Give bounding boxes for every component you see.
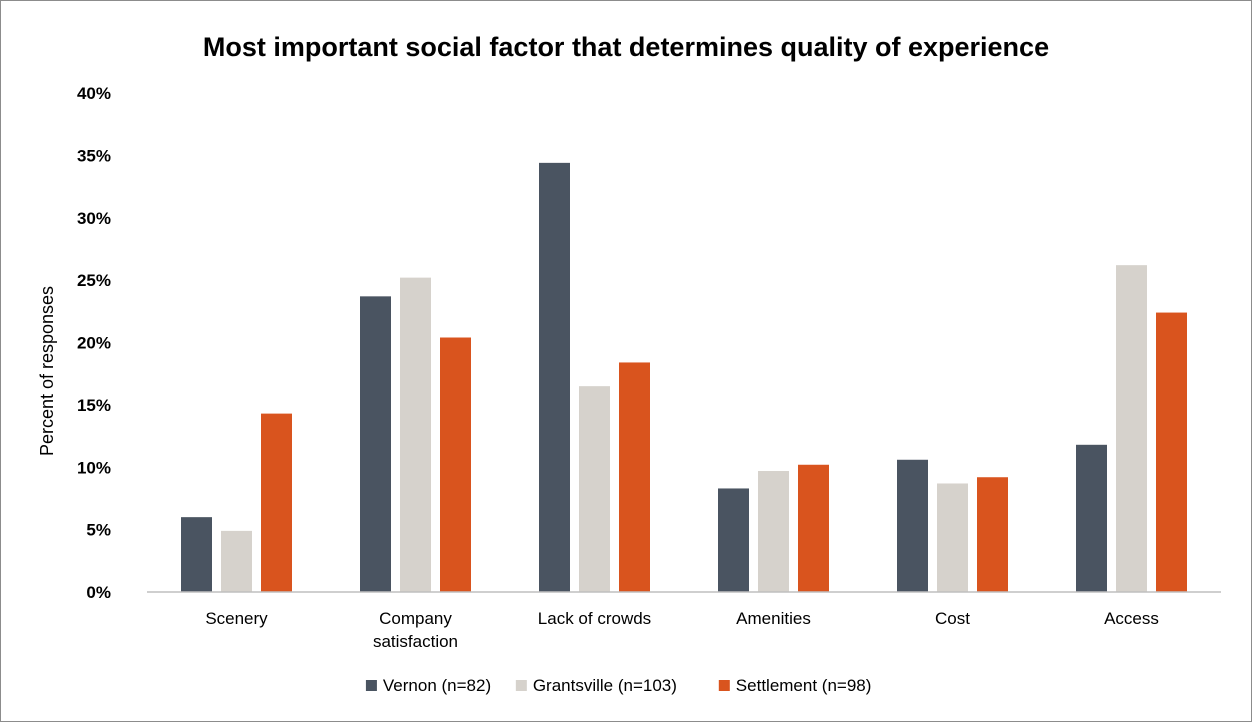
y-tick-label: 40% [77, 84, 111, 103]
bar [1076, 444, 1107, 592]
bar [539, 162, 570, 593]
y-tick-label: 35% [77, 146, 111, 165]
x-tick-label: Access [1104, 609, 1159, 628]
y-tick-label: 30% [77, 209, 111, 228]
y-tick-label: 5% [86, 521, 111, 540]
bar [400, 277, 431, 592]
bar [440, 337, 471, 592]
x-tick-label: Cost [935, 609, 970, 628]
legend-label: Settlement (n=98) [736, 676, 872, 695]
y-tick-label: 0% [86, 583, 111, 602]
y-tick-label: 15% [77, 396, 111, 415]
legend: Vernon (n=82) Grantsville (n=103) Settleme… [365, 676, 872, 695]
y-tick-label: 10% [77, 458, 111, 477]
bar [261, 413, 292, 592]
x-tick-label: Scenery [205, 609, 268, 628]
x-tick-label: Amenities [736, 609, 811, 628]
bar [181, 517, 212, 592]
bar [619, 362, 650, 592]
legend-label: Vernon (n=82) [383, 676, 491, 695]
legend-swatch [365, 680, 377, 691]
legend-swatch [515, 680, 527, 691]
bar [977, 477, 1008, 592]
legend-swatch [718, 680, 730, 691]
x-axis-categories: Scenery Company satisfaction Lack of crowds… [205, 609, 1159, 651]
chart-title: Most important social factor that determ… [203, 32, 1049, 62]
bar [718, 488, 749, 592]
bar [798, 464, 829, 592]
bar [1156, 312, 1187, 592]
x-tick-label: Lack of crowds [538, 609, 651, 628]
y-axis-ticks: 0% 5% 10% 15% 20% 25% 30% 35% 40% [77, 84, 111, 602]
bars-group [181, 162, 1187, 593]
y-tick-label: 20% [77, 334, 111, 353]
bar [937, 483, 968, 592]
x-tick-label: Company satisfaction [373, 609, 458, 651]
bar [579, 386, 610, 592]
bar [897, 459, 928, 592]
bar [1116, 265, 1147, 592]
y-axis-label: Percent of responses [37, 286, 57, 456]
bar [758, 470, 789, 592]
bar [360, 296, 391, 592]
bar [221, 530, 252, 592]
y-tick-label: 25% [77, 271, 111, 290]
legend-label: Grantsville (n=103) [533, 676, 677, 695]
